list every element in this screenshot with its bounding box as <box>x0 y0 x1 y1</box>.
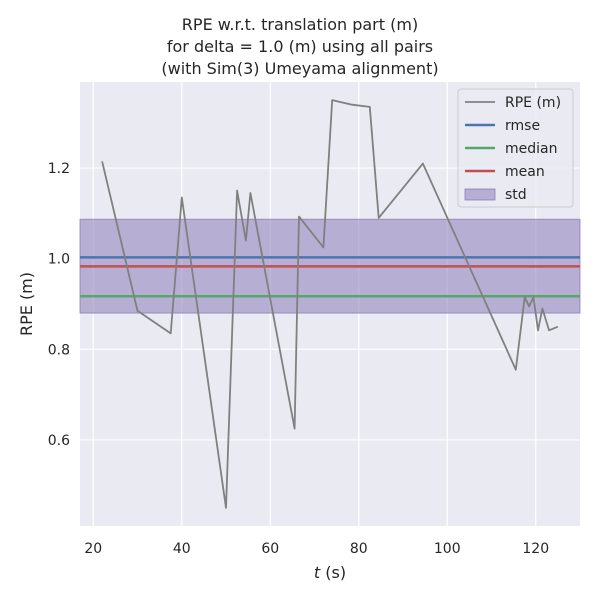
legend-box <box>457 88 574 208</box>
x-tick-label: 100 <box>434 541 461 557</box>
x-tick-label: 60 <box>261 541 279 557</box>
y-axis-label: RPE (m) <box>17 272 36 336</box>
legend-label: std <box>505 187 527 203</box>
legend-label: rmse <box>505 118 540 134</box>
x-tick-label: 40 <box>173 541 191 557</box>
x-axis-label: t (s) <box>314 563 346 582</box>
x-axis-label-unit: (s) <box>320 563 346 582</box>
x-tick-label: 20 <box>84 541 102 557</box>
legend-label: median <box>505 141 557 157</box>
x-tick-label: 80 <box>350 541 368 557</box>
y-tick-label: 1.0 <box>48 252 70 268</box>
legend-swatch-std <box>464 188 496 201</box>
tick-labels: 20 40 60 80 100 120 0.6 0.8 1.0 1.2 <box>48 161 549 557</box>
y-tick-label: 1.2 <box>48 161 70 177</box>
statistic-lines <box>80 256 580 298</box>
chart-title-line-1: RPE w.r.t. translation part (m) <box>181 15 419 34</box>
legend-label: mean <box>505 164 545 180</box>
y-tick-label: 0.8 <box>48 342 70 358</box>
x-axis-label-var: t <box>314 563 321 582</box>
chart-title-line-2: for delta = 1.0 (m) using all pairs <box>166 37 434 56</box>
y-tick-label: 0.6 <box>48 433 70 449</box>
rpe-series-line <box>101 99 559 509</box>
series-layer <box>101 99 559 509</box>
chart-title-line-3: (with Sim(3) Umeyama alignment) <box>161 59 439 78</box>
x-tick-label: 120 <box>522 541 549 557</box>
legend: RPE (m) rmse median mean std <box>457 88 574 208</box>
legend-label: RPE (m) <box>505 95 561 111</box>
